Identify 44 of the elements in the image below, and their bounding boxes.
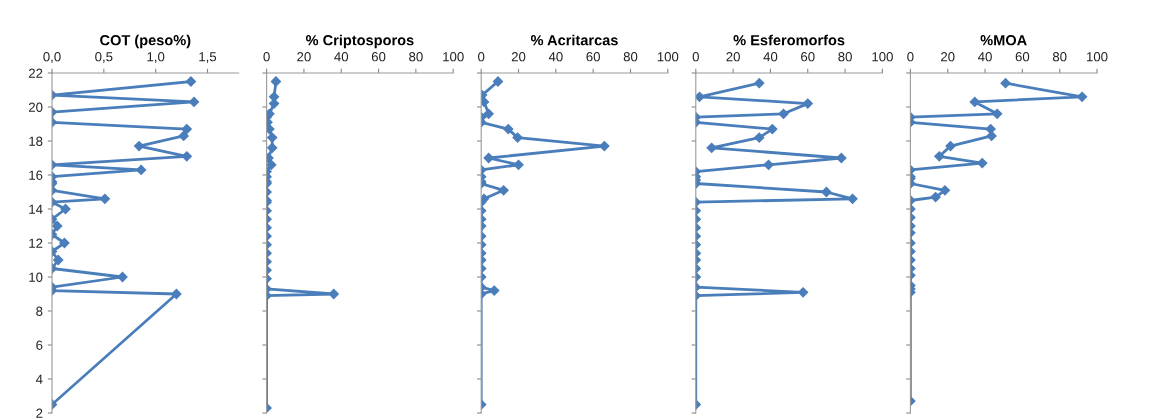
x-tick-label: 60 bbox=[371, 52, 386, 62]
y-tick-label: 18 bbox=[29, 136, 43, 146]
y-tick-label: 2 bbox=[36, 408, 43, 418]
x-tick-label: 80 bbox=[623, 52, 638, 62]
y-tick-label: 6 bbox=[36, 340, 43, 350]
y-tick-label: 20 bbox=[28, 102, 43, 112]
x-tick-label: 60 bbox=[586, 52, 600, 62]
x-tick-label: 60 bbox=[1015, 52, 1030, 62]
x-tick-label: 0 bbox=[263, 52, 270, 62]
x-tick-label: 1,0 bbox=[147, 52, 165, 63]
y-tick-label: 8 bbox=[36, 306, 43, 316]
x-tick-label: 100 bbox=[872, 52, 893, 62]
y-tick-label: 22 bbox=[28, 68, 43, 78]
x-tick-label: 0 bbox=[478, 52, 485, 62]
x-tick-label: 20 bbox=[726, 52, 740, 62]
x-tick-label: 1,5 bbox=[199, 52, 217, 63]
chart-title: COT (peso%) bbox=[100, 34, 191, 49]
y-tick-label: 12 bbox=[29, 238, 43, 248]
x-tick-label: 80 bbox=[838, 52, 852, 62]
chart-title: % Criptosporos bbox=[305, 34, 414, 49]
x-tick-label: 0,5 bbox=[95, 52, 113, 63]
x-tick-label: 80 bbox=[409, 52, 423, 62]
x-tick-label: 80 bbox=[1052, 52, 1067, 62]
x-tick-label: 20 bbox=[297, 52, 311, 62]
chart-title: %MOA bbox=[980, 35, 1027, 46]
x-tick-label: 40 bbox=[978, 52, 992, 62]
y-tick-label: 16 bbox=[29, 170, 43, 180]
x-tick-label: 0,0 bbox=[43, 52, 61, 63]
chart-title: % Esferomorfos bbox=[733, 34, 845, 46]
y-tick-label: 10 bbox=[29, 272, 43, 282]
y-tick-label: 4 bbox=[35, 374, 43, 384]
x-tick-label: 40 bbox=[548, 52, 563, 62]
x-tick-label: 0 bbox=[907, 52, 914, 62]
x-tick-label: 20 bbox=[941, 52, 955, 62]
x-tick-label: 40 bbox=[763, 52, 778, 62]
x-tick-label: 100 bbox=[657, 52, 679, 62]
x-tick-label: 20 bbox=[511, 52, 526, 62]
x-tick-label: 40 bbox=[334, 52, 349, 62]
x-tick-label: 100 bbox=[443, 52, 464, 62]
x-tick-label: 0 bbox=[692, 52, 699, 62]
x-tick-label: 100 bbox=[1087, 52, 1108, 62]
y-tick-label: 14 bbox=[29, 204, 43, 214]
chart-title: % Acritarcas bbox=[530, 34, 618, 46]
x-tick-label: 60 bbox=[801, 52, 815, 62]
